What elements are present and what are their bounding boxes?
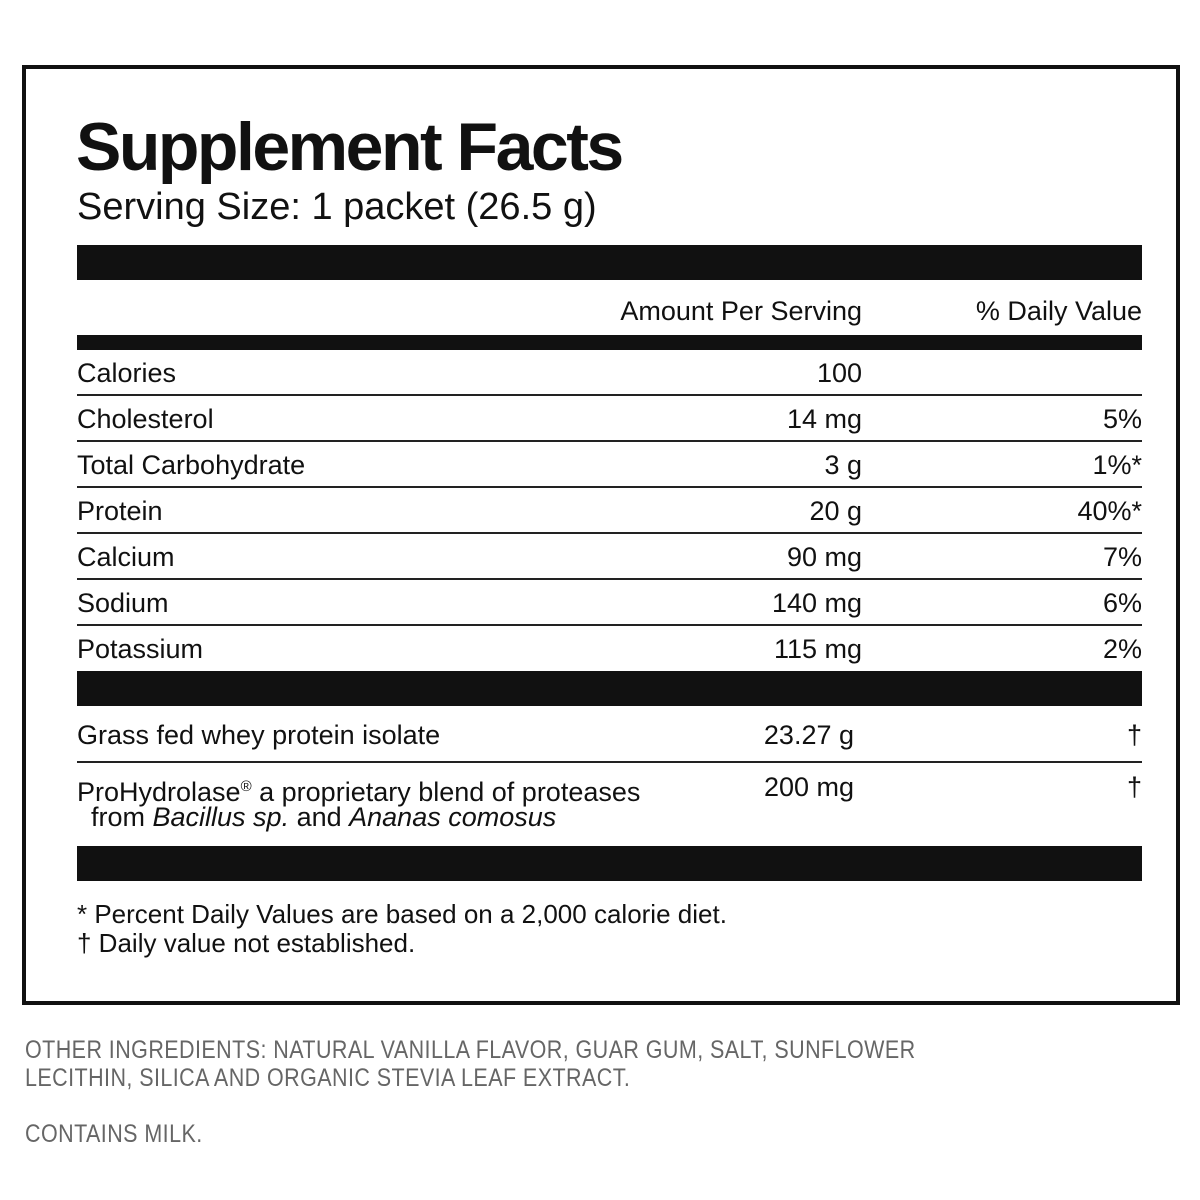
ingredient-name-line2: from Bacillus sp. and Ananas comosus	[91, 794, 556, 840]
ingredient-name: Grass fed whey protein isolate	[77, 720, 441, 750]
header-amount: Amount Per Serving	[620, 296, 862, 326]
row-rule	[77, 486, 1142, 488]
name-part: and	[289, 802, 350, 832]
amount: 140 mg	[771, 588, 862, 618]
amount: 23.27 g	[763, 720, 854, 750]
contains: CONTAINS MILK.	[25, 1120, 203, 1148]
amount: 115 mg	[773, 634, 862, 664]
amount: 14 mg	[786, 404, 862, 434]
nutrient: Sodium	[77, 588, 169, 618]
row-rule	[77, 394, 1142, 396]
amount: 100	[816, 358, 862, 388]
serving-size: Serving Size: 1 packet (26.5 g)	[77, 186, 597, 228]
name-part: Ananas comosus	[349, 802, 557, 832]
daily-value: 6%	[1102, 588, 1142, 618]
daily-value: 40%*	[1077, 496, 1142, 526]
nutrient: Protein	[77, 496, 163, 526]
bar	[77, 335, 1142, 350]
row-rule	[77, 532, 1142, 534]
bar	[77, 846, 1142, 881]
daily-value: †	[1126, 772, 1142, 802]
name-part: ®	[240, 778, 252, 795]
label-box	[22, 65, 1180, 1005]
daily-value: 7%	[1102, 542, 1142, 572]
footnote: † Daily value not established.	[77, 928, 416, 958]
amount: 90 mg	[786, 542, 862, 572]
amount: 200 mg	[763, 772, 854, 802]
other-ingredients-line: OTHER INGREDIENTS: NATURAL VANILLA FLAVO…	[25, 1036, 916, 1064]
nutrient: Calcium	[77, 542, 175, 572]
daily-value: †	[1126, 720, 1142, 750]
amount: 20 g	[809, 496, 862, 526]
daily-value: 5%	[1102, 404, 1142, 434]
amount: 3 g	[824, 450, 862, 480]
nutrient: Cholesterol	[77, 404, 214, 434]
row-rule	[77, 578, 1142, 580]
bar	[77, 671, 1142, 706]
ingredient-name: ProHydrolase® a proprietary blend of pro…	[77, 764, 640, 815]
other-ingredients-line: LECITHIN, SILICA AND ORGANIC STEVIA LEAF…	[25, 1064, 631, 1092]
name-part: Bacillus sp.	[152, 802, 290, 832]
name-part: ProHydrolase	[77, 777, 241, 807]
bar	[77, 245, 1142, 280]
name-part: from	[91, 802, 153, 832]
row-rule	[77, 761, 1142, 763]
nutrient: Total Carbohydrate	[77, 450, 306, 480]
header-dv: % Daily Value	[975, 296, 1142, 326]
name-part: a proprietary blend of proteases	[251, 777, 641, 807]
daily-value: 2%	[1102, 634, 1142, 664]
daily-value: 1%*	[1092, 450, 1142, 480]
nutrient: Potassium	[77, 634, 204, 664]
nutrient: Calories	[77, 358, 177, 388]
row-rule	[77, 440, 1142, 442]
row-rule	[77, 624, 1142, 626]
footnote: * Percent Daily Values are based on a 2,…	[77, 899, 727, 929]
title: Supplement Facts	[76, 109, 624, 185]
